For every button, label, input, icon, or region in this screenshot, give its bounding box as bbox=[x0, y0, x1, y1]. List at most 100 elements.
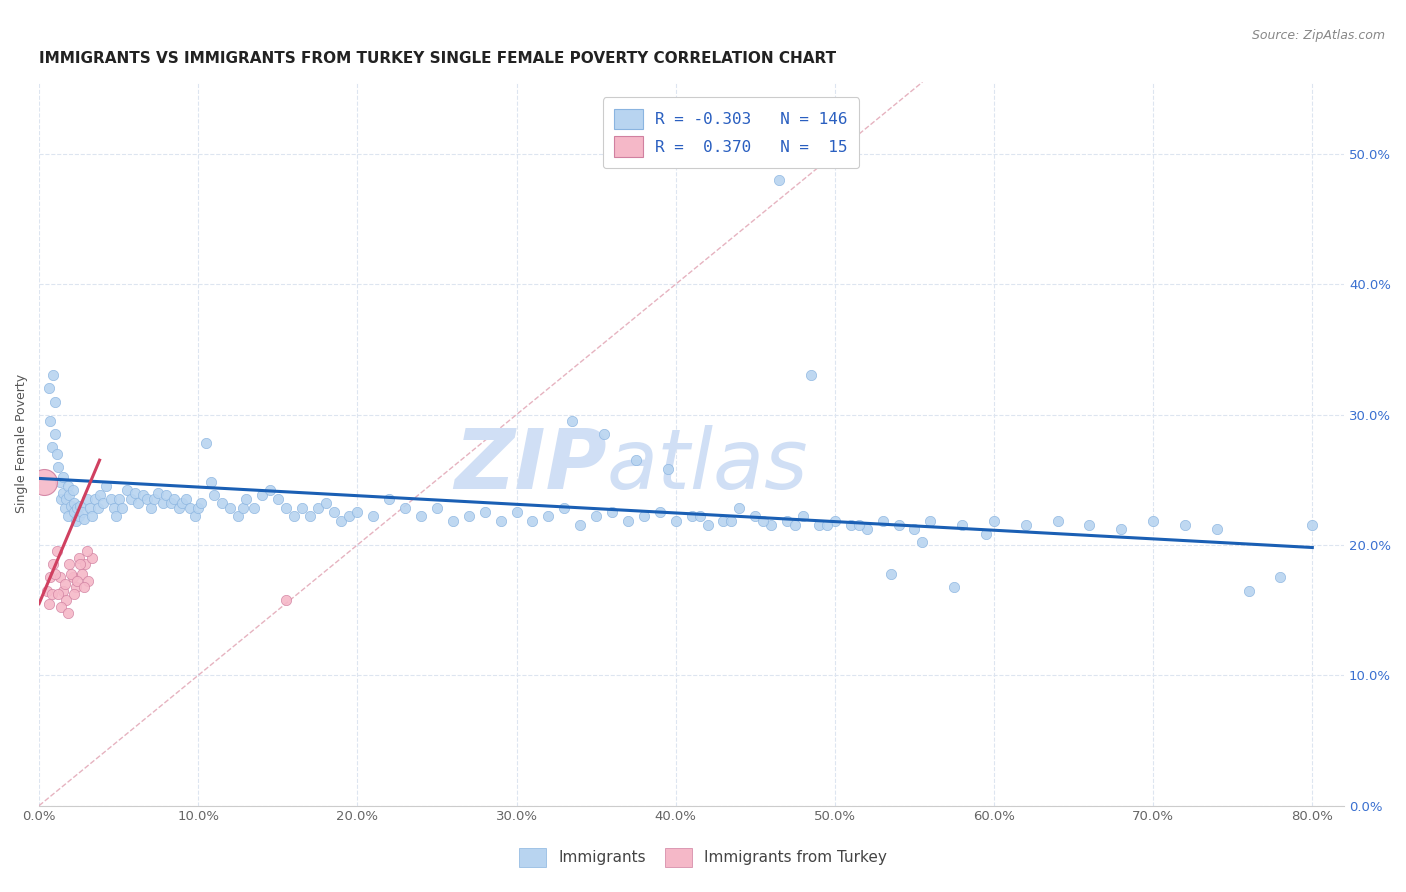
Point bbox=[53, 501, 76, 516]
Point bbox=[44, 566, 66, 581]
Point bbox=[66, 501, 89, 516]
Point bbox=[38, 382, 60, 396]
Point bbox=[65, 580, 87, 594]
Point bbox=[232, 501, 254, 516]
Point bbox=[855, 522, 877, 536]
Point bbox=[1237, 583, 1260, 598]
Point bbox=[744, 509, 766, 524]
Point bbox=[259, 483, 281, 497]
Point bbox=[80, 550, 103, 565]
Point bbox=[32, 475, 55, 490]
Point bbox=[200, 475, 222, 490]
Point bbox=[872, 515, 894, 529]
Point bbox=[283, 509, 305, 524]
Point bbox=[91, 496, 114, 510]
Point bbox=[593, 427, 616, 442]
Point bbox=[920, 515, 942, 529]
Point bbox=[879, 566, 901, 581]
Point bbox=[800, 368, 823, 383]
Point bbox=[42, 558, 65, 572]
Point bbox=[457, 509, 479, 524]
Point bbox=[163, 492, 186, 507]
Point bbox=[70, 505, 93, 519]
Legend: R = -0.303   N = 146, R =  0.370   N =  15: R = -0.303 N = 146, R = 0.370 N = 15 bbox=[603, 97, 859, 168]
Point bbox=[39, 570, 62, 584]
Point bbox=[839, 518, 862, 533]
Point bbox=[426, 501, 449, 516]
Point bbox=[142, 492, 165, 507]
Point bbox=[291, 501, 314, 516]
Point bbox=[35, 583, 58, 598]
Point bbox=[58, 488, 80, 502]
Point bbox=[274, 501, 297, 516]
Point bbox=[505, 505, 527, 519]
Point bbox=[69, 558, 91, 572]
Point bbox=[111, 501, 134, 516]
Point bbox=[56, 509, 79, 524]
Point bbox=[522, 515, 544, 529]
Point bbox=[1078, 518, 1101, 533]
Point bbox=[211, 496, 233, 510]
Text: atlas: atlas bbox=[607, 425, 808, 506]
Point bbox=[363, 509, 385, 524]
Point bbox=[815, 518, 838, 533]
Point bbox=[713, 515, 735, 529]
Point bbox=[346, 505, 368, 519]
Point bbox=[585, 509, 607, 524]
Point bbox=[943, 580, 966, 594]
Point bbox=[53, 577, 76, 591]
Point bbox=[52, 583, 75, 598]
Point bbox=[167, 501, 190, 516]
Point bbox=[55, 592, 77, 607]
Point bbox=[179, 501, 201, 516]
Point bbox=[696, 518, 718, 533]
Point bbox=[720, 515, 742, 529]
Point bbox=[1270, 570, 1292, 584]
Point bbox=[52, 485, 75, 500]
Point bbox=[322, 505, 344, 519]
Point bbox=[657, 462, 679, 476]
Point bbox=[617, 515, 640, 529]
Point bbox=[394, 501, 416, 516]
Point bbox=[44, 394, 66, 409]
Point bbox=[537, 509, 560, 524]
Point bbox=[887, 518, 910, 533]
Point bbox=[100, 492, 122, 507]
Point bbox=[76, 544, 98, 558]
Point bbox=[474, 505, 496, 519]
Text: ZIP: ZIP bbox=[454, 425, 607, 506]
Point bbox=[624, 453, 647, 467]
Point bbox=[752, 515, 775, 529]
Point bbox=[1046, 515, 1069, 529]
Legend: Immigrants, Immigrants from Turkey: Immigrants, Immigrants from Turkey bbox=[513, 842, 893, 872]
Point bbox=[1015, 518, 1038, 533]
Point bbox=[911, 535, 934, 549]
Point bbox=[39, 414, 62, 428]
Point bbox=[136, 492, 159, 507]
Point bbox=[235, 492, 257, 507]
Point bbox=[783, 518, 806, 533]
Point bbox=[1174, 518, 1197, 533]
Point bbox=[776, 515, 799, 529]
Text: Source: ZipAtlas.com: Source: ZipAtlas.com bbox=[1251, 29, 1385, 42]
Point bbox=[79, 501, 101, 516]
Point bbox=[824, 515, 846, 529]
Point bbox=[70, 566, 93, 581]
Point bbox=[83, 492, 105, 507]
Point bbox=[59, 499, 82, 513]
Point bbox=[903, 522, 925, 536]
Point bbox=[77, 574, 100, 589]
Point bbox=[983, 515, 1005, 529]
Point bbox=[648, 505, 671, 519]
Point bbox=[52, 470, 75, 484]
Point bbox=[665, 515, 688, 529]
Point bbox=[49, 570, 72, 584]
Point bbox=[62, 483, 84, 497]
Point bbox=[124, 485, 146, 500]
Point bbox=[489, 515, 512, 529]
Point bbox=[761, 518, 783, 533]
Point bbox=[160, 496, 183, 510]
Point bbox=[51, 492, 73, 507]
Point bbox=[127, 496, 149, 510]
Point bbox=[80, 509, 103, 524]
